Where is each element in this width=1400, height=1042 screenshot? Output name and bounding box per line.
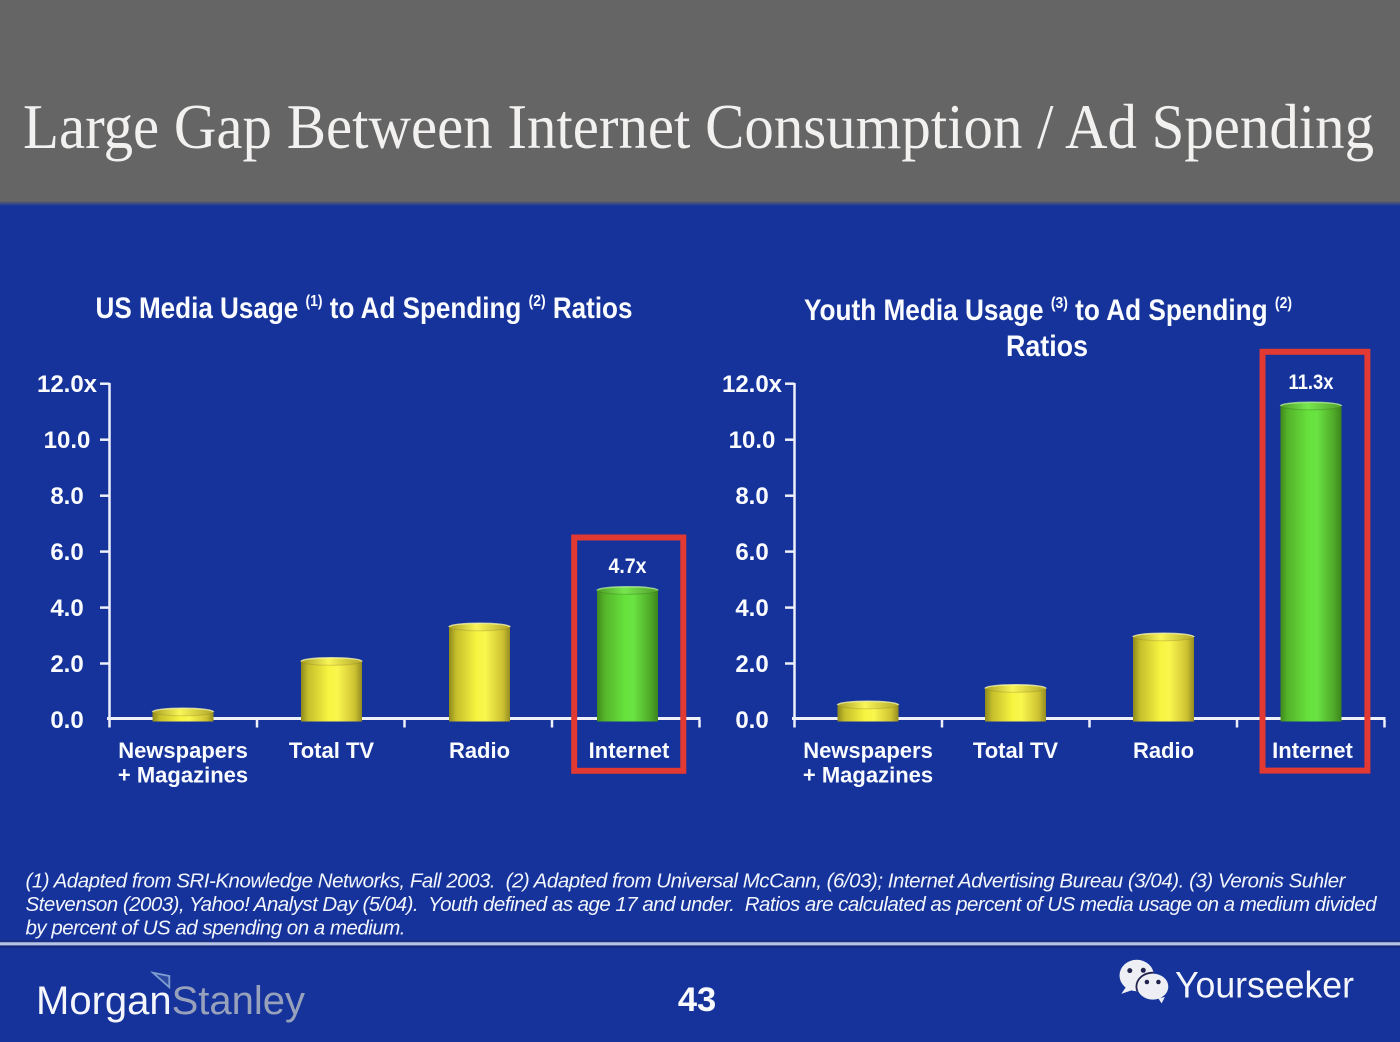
- svg-text:0.0: 0.0: [735, 707, 768, 734]
- svg-text:4.0: 4.0: [735, 595, 768, 622]
- svg-text:Internet: Internet: [1272, 738, 1353, 763]
- svg-text:US Media Usage (1) to Ad Spend: US Media Usage (1) to Ad Spending (2) Ra…: [96, 292, 633, 325]
- svg-text:Newspapers: Newspapers: [803, 738, 933, 763]
- svg-text:Radio: Radio: [1133, 738, 1194, 763]
- svg-text:11.3x: 11.3x: [1289, 371, 1334, 394]
- svg-text:Stevenson (2003), Yahoo! Analy: Stevenson (2003), Yahoo! Analyst Day (5/…: [26, 893, 1378, 916]
- svg-text:8.0: 8.0: [50, 483, 83, 510]
- svg-text:Youth Media Usage (3) to Ad Sp: Youth Media Usage (3) to Ad Spending (2): [804, 294, 1292, 327]
- svg-text:10.0: 10.0: [729, 427, 776, 454]
- svg-text:2.0: 2.0: [735, 651, 768, 678]
- svg-text:+ Magazines: + Magazines: [803, 763, 933, 788]
- svg-text:Large Gap Between Internet Con: Large Gap Between Internet Consumption /…: [23, 91, 1374, 162]
- svg-text:4.7x: 4.7x: [609, 555, 647, 578]
- svg-text:Total TV: Total TV: [289, 738, 374, 763]
- svg-text:Total TV: Total TV: [973, 738, 1058, 763]
- svg-text:Radio: Radio: [449, 738, 510, 763]
- svg-text:10.0: 10.0: [44, 427, 91, 454]
- svg-text:12.0x: 12.0x: [37, 371, 98, 398]
- svg-text:by percent of US ad spending o: by percent of US ad spending on a medium…: [26, 917, 406, 940]
- svg-text:12.0x: 12.0x: [722, 371, 783, 398]
- svg-text:+ Magazines: + Magazines: [118, 763, 248, 788]
- svg-text:MorganStanley: MorganStanley: [36, 979, 305, 1023]
- svg-text:Internet: Internet: [589, 738, 670, 763]
- svg-text:43: 43: [678, 981, 716, 1019]
- svg-text:Newspapers: Newspapers: [118, 738, 248, 763]
- svg-text:Ratios: Ratios: [1006, 330, 1088, 363]
- svg-text:6.0: 6.0: [735, 539, 768, 566]
- svg-text:6.0: 6.0: [50, 539, 83, 566]
- svg-text:2.0: 2.0: [50, 651, 83, 678]
- svg-text:Yourseeker: Yourseeker: [1175, 964, 1354, 1005]
- svg-text:8.0: 8.0: [735, 483, 768, 510]
- svg-text:0.0: 0.0: [50, 707, 83, 734]
- svg-text:4.0: 4.0: [50, 595, 83, 622]
- svg-text:(1) Adapted from SRI-Knowledge: (1) Adapted from SRI-Knowledge Networks,…: [26, 870, 1347, 893]
